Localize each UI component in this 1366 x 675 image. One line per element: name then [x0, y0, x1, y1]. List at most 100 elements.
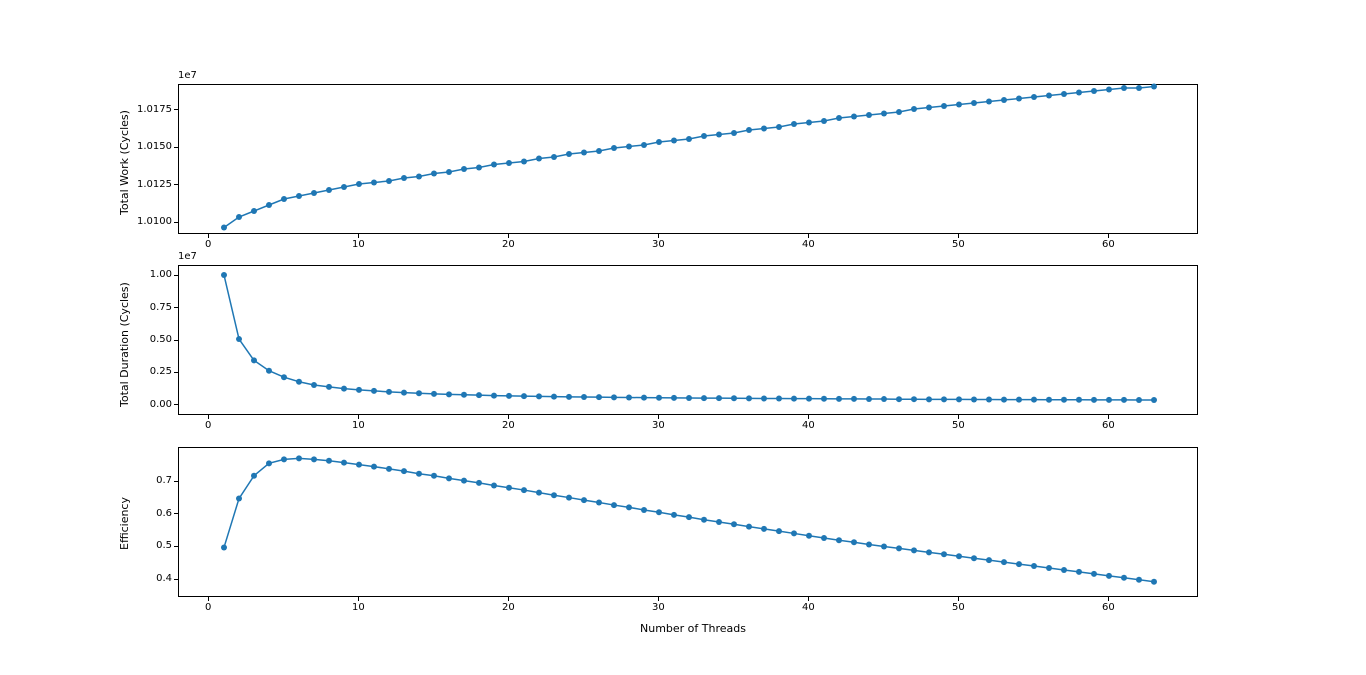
- series-marker: [566, 151, 572, 157]
- series-marker: [521, 159, 527, 165]
- xtick-label: 30: [652, 239, 665, 250]
- series-marker: [881, 396, 887, 402]
- series-marker: [1076, 569, 1082, 575]
- offset-text-1: 1e7: [178, 70, 197, 81]
- subplot-efficiency: [178, 447, 1198, 597]
- xtick-label: 40: [802, 420, 815, 431]
- series-marker: [1136, 577, 1142, 583]
- xtick: [1108, 597, 1109, 601]
- series-marker: [521, 393, 527, 399]
- series-marker: [251, 357, 257, 363]
- series-marker: [401, 468, 407, 474]
- xtick-label: 10: [352, 239, 365, 250]
- xtick-label: 20: [502, 420, 515, 431]
- xtick-label: 50: [952, 239, 965, 250]
- series-marker: [311, 382, 317, 388]
- series-marker: [986, 99, 992, 105]
- series-marker: [1031, 397, 1037, 403]
- ytick: [174, 372, 178, 373]
- series-marker: [326, 458, 332, 464]
- series-marker: [551, 492, 557, 498]
- series-marker: [1136, 85, 1142, 91]
- ytick: [174, 579, 178, 580]
- xtick-label: 50: [952, 602, 965, 613]
- xtick-label: 10: [352, 602, 365, 613]
- series-marker: [596, 499, 602, 505]
- xtick: [508, 415, 509, 419]
- series-marker: [566, 495, 572, 501]
- xtick-label: 10: [352, 420, 365, 431]
- series-marker: [776, 396, 782, 402]
- series-marker: [716, 519, 722, 525]
- series-marker: [701, 517, 707, 523]
- series-marker: [1136, 397, 1142, 403]
- series-marker: [821, 535, 827, 541]
- series-marker: [491, 483, 497, 489]
- series-marker: [866, 112, 872, 118]
- ytick: [174, 404, 178, 405]
- ytick-label: 1.0100: [137, 216, 172, 227]
- xtick: [958, 234, 959, 238]
- series-marker: [941, 103, 947, 109]
- series-marker: [446, 391, 452, 397]
- series-marker: [1046, 93, 1052, 99]
- series-marker: [791, 121, 797, 127]
- series-marker: [821, 396, 827, 402]
- ytick-label: 0.5: [156, 540, 172, 551]
- series-marker: [371, 180, 377, 186]
- series-marker: [731, 130, 737, 136]
- ytick-label: 0.7: [156, 475, 172, 486]
- xtick-label: 0: [205, 420, 211, 431]
- series-marker: [491, 393, 497, 399]
- ytick-label: 1.00: [150, 269, 172, 280]
- series-marker: [731, 521, 737, 527]
- series-marker: [1121, 575, 1127, 581]
- series-marker: [941, 396, 947, 402]
- series-marker: [536, 393, 542, 399]
- series-marker: [416, 471, 422, 477]
- series-marker: [626, 395, 632, 401]
- series-marker: [221, 544, 227, 550]
- series-marker: [1151, 579, 1157, 585]
- series-marker: [656, 395, 662, 401]
- series-marker: [221, 272, 227, 278]
- xtick-label: 0: [205, 239, 211, 250]
- series-marker: [761, 396, 767, 402]
- series-marker: [611, 145, 617, 151]
- xtick: [208, 415, 209, 419]
- series-marker: [1151, 397, 1157, 403]
- series-marker: [806, 396, 812, 402]
- series-marker: [326, 187, 332, 193]
- xtick: [358, 234, 359, 238]
- series-marker: [1016, 397, 1022, 403]
- series-marker: [896, 109, 902, 115]
- series-marker: [1121, 397, 1127, 403]
- series-marker: [281, 196, 287, 202]
- series-marker: [956, 102, 962, 108]
- ytick: [174, 481, 178, 482]
- xtick-label: 40: [802, 602, 815, 613]
- xtick-label: 0: [205, 602, 211, 613]
- series-marker: [1091, 571, 1097, 577]
- ytick-label: 0.75: [150, 302, 172, 313]
- series-marker: [536, 490, 542, 496]
- series-marker: [926, 549, 932, 555]
- xtick: [808, 597, 809, 601]
- series-marker: [686, 514, 692, 520]
- series-marker: [611, 394, 617, 400]
- ytick: [174, 222, 178, 223]
- series-marker: [461, 166, 467, 172]
- series-marker: [971, 555, 977, 561]
- xtick: [358, 597, 359, 601]
- ytick-label: 1.0150: [137, 141, 172, 152]
- series-marker: [1001, 559, 1007, 565]
- series-marker: [911, 106, 917, 112]
- plot-svg-3: [179, 448, 1199, 598]
- ytick: [174, 513, 178, 514]
- series-marker: [656, 509, 662, 515]
- series-marker: [1046, 397, 1052, 403]
- ylabel-total-duration: Total Duration (Cycles): [118, 282, 131, 407]
- xtick: [1108, 415, 1109, 419]
- series-marker: [746, 127, 752, 133]
- series-marker: [356, 387, 362, 393]
